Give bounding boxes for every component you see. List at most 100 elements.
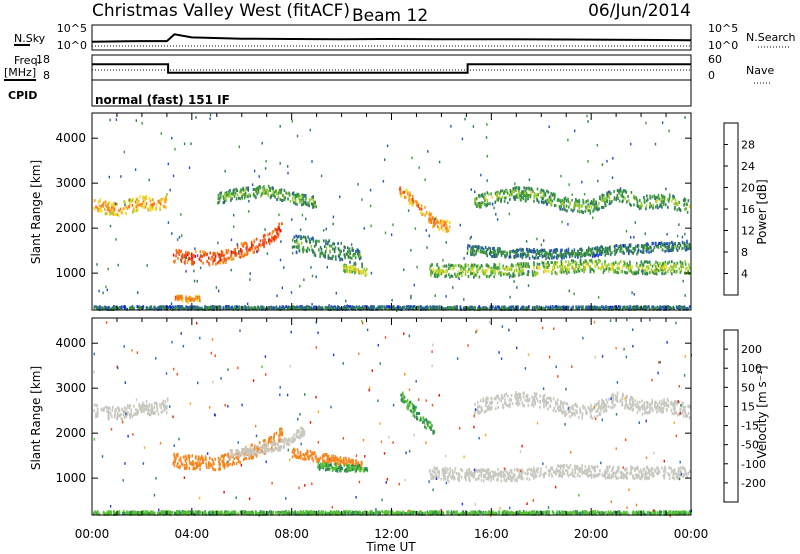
range-gate-cell [464,265,467,268]
range-gate-cell [416,203,418,207]
range-gate-cell [430,306,433,310]
range-gate-cell [467,263,469,267]
noise-cell [633,293,635,296]
range-gate-cell [105,306,107,309]
range-gate-cell [630,307,632,311]
range-gate-cell [562,253,565,257]
range-gate-cell [613,249,616,253]
range-gate-cell [190,260,193,264]
range-gate-cell [277,448,279,452]
range-gate-cell [237,449,239,453]
range-gate-cell [521,190,523,194]
range-gate-cell [517,248,520,252]
range-gate-cell [652,248,654,252]
range-gate-cell [148,307,150,311]
range-gate-cell [287,305,290,309]
range-gate-cell [327,460,329,464]
range-gate-cell [567,200,570,204]
range-gate-cell [563,207,565,211]
range-gate-cell [526,193,528,197]
range-gate-cell [502,307,504,311]
noise-cell [442,259,444,262]
noise-cell [249,272,251,275]
range-gate-cell [515,252,517,255]
range-gate-cell [505,265,508,269]
range-gate-cell [540,195,542,199]
range-gate-cell [253,250,255,254]
range-gate-cell [626,271,628,275]
range-gate-cell [517,307,519,311]
range-gate-cell [533,305,536,309]
range-gate-cell [413,305,415,309]
range-gate-cell [183,466,186,470]
range-gate-cell [243,448,245,452]
range-gate-cell [656,203,658,207]
range-gate-cell [583,269,586,273]
range-gate-cell [509,197,511,201]
range-gate-cell [360,256,362,260]
range-gate-cell [478,267,480,271]
range-gate-cell [343,249,345,253]
range-gate-cell [562,266,565,270]
range-gate-cell [439,219,442,223]
range-gate-cell [318,239,320,243]
range-gate-cell [519,270,521,274]
range-gate-cell [333,242,336,246]
range-gate-cell [596,307,598,310]
range-gate-cell [477,307,479,310]
range-gate-cell [430,221,433,225]
range-gate-cell [324,251,327,255]
range-gate-cell [242,458,245,462]
range-gate-cell [410,201,413,205]
range-gate-cell [644,307,647,311]
range-gate-cell [276,232,279,236]
noise-cell [160,132,162,135]
range-gate-cell [218,260,220,264]
range-gate-cell [561,198,564,202]
range-gate-cell [361,305,364,309]
range-gate-cell [686,210,689,214]
range-gate-cell [233,457,235,461]
range-gate-cell [609,191,612,195]
noise-cell [508,275,511,279]
range-gate-cell [607,306,610,309]
range-gate-cell [125,407,128,411]
range-gate-cell [484,251,486,255]
noise-cell [349,252,351,255]
range-gate-cell [668,193,671,197]
range-gate-cell [554,271,557,274]
range-gate-cell [193,466,195,470]
range-gate-cell [559,307,561,311]
range-gate-cell [603,247,605,251]
noise-cell [386,144,389,148]
range-gate-cell [193,305,196,309]
range-gate-cell [509,250,511,254]
range-gate-cell [626,249,628,253]
range-gate-cell [688,266,691,270]
range-gate-cell [555,204,557,208]
range-gate-cell [550,307,552,311]
range-gate-cell [588,205,591,209]
noise-cell [582,305,584,308]
range-gate-cell [608,193,610,196]
range-gate-cell [406,189,408,193]
range-gate-cell [522,253,525,257]
range-gate-cell [270,239,273,243]
range-gate-cell [218,467,220,471]
range-gate-cell [505,190,508,193]
noise-cell [253,169,256,173]
range-gate-cell [131,203,134,207]
range-gate-cell [590,201,593,205]
range-gate-cell [164,198,166,202]
range-gate-cell [227,193,229,197]
range-gate-cell [477,202,480,205]
noise-cell [114,202,117,205]
noise-cell [258,185,260,188]
range-gate-cell [590,267,592,271]
range-gate-cell [636,271,639,274]
range-gate-cell [213,251,215,255]
noise-cell [514,182,516,186]
range-gate-cell [659,305,661,309]
range-gate-cell [244,448,246,452]
range-gate-cell [508,272,510,276]
